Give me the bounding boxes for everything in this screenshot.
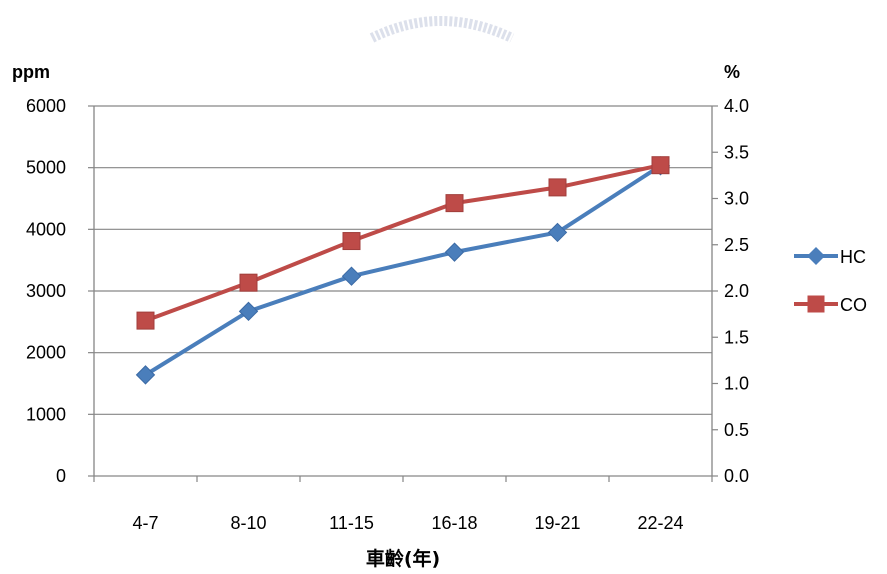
gridlines <box>94 106 712 414</box>
x-tick-label: 22-24 <box>637 513 683 533</box>
x-axis-title: 車齡(年) <box>366 547 440 570</box>
series <box>137 157 670 384</box>
legend-marker-hc <box>807 247 825 265</box>
data-point-co <box>446 195 463 212</box>
y-right-unit: % <box>724 62 740 82</box>
legend: HC CO <box>794 247 867 315</box>
legend-label-hc: HC <box>840 247 866 267</box>
x-tick-label: 8-10 <box>230 513 266 533</box>
x-tick-label: 16-18 <box>431 513 477 533</box>
watermark-seal <box>372 21 512 38</box>
data-point-co <box>343 233 360 250</box>
y-right-tick-label: 4.0 <box>724 96 749 116</box>
y-right-tick-label: 1.0 <box>724 374 749 394</box>
data-point-co <box>137 312 154 329</box>
y-left-tick-label: 2000 <box>26 343 66 363</box>
y-left-tick-label: 4000 <box>26 219 66 239</box>
y-left-tick-labels: 0 1000 2000 3000 4000 5000 6000 <box>26 96 94 486</box>
y-left-tick-label: 6000 <box>26 96 66 116</box>
y-right-tick-label: 0.5 <box>724 420 749 440</box>
data-point-hc <box>343 267 361 285</box>
y-right-tick-label: 3.5 <box>724 142 749 162</box>
legend-label-co: CO <box>840 295 867 315</box>
x-tick-label: 11-15 <box>329 513 374 533</box>
x-tick-labels: 4-7 8-10 11-15 16-18 19-21 22-24 <box>94 476 712 533</box>
data-point-hc <box>137 366 155 384</box>
y-left-tick-label: 5000 <box>26 158 66 178</box>
series-line-hc <box>146 166 661 375</box>
y-right-tick-label: 2.5 <box>724 235 749 255</box>
x-tick-label: 19-21 <box>534 513 580 533</box>
y-left-tick-label: 1000 <box>26 404 66 424</box>
y-left-tick-label: 0 <box>56 466 66 486</box>
legend-marker-co <box>808 296 825 313</box>
data-point-co <box>652 157 669 174</box>
y-right-tick-label: 3.0 <box>724 189 749 209</box>
y-right-tick-label: 1.5 <box>724 327 749 347</box>
data-point-hc <box>240 302 258 320</box>
data-point-hc <box>446 243 464 261</box>
series-line-co <box>146 165 661 320</box>
data-point-co <box>549 179 566 196</box>
data-point-co <box>240 274 257 291</box>
x-tick-label: 4-7 <box>132 513 158 533</box>
y-right-tick-labels: 0.0 0.5 1.0 1.5 2.0 2.5 3.0 3.5 4.0 <box>712 96 749 486</box>
y-left-unit: ppm <box>12 62 50 82</box>
y-right-tick-label: 0.0 <box>724 466 749 486</box>
y-right-tick-label: 2.0 <box>724 281 749 301</box>
y-left-tick-label: 3000 <box>26 281 66 301</box>
